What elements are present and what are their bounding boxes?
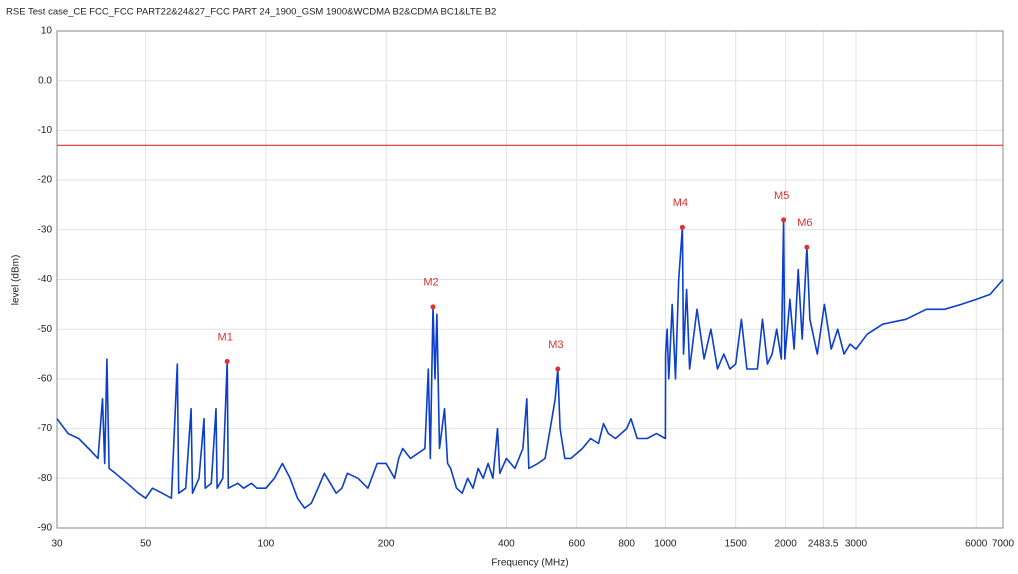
x-tick-label: 200 <box>378 539 395 550</box>
marker-label: M3 <box>548 339 563 351</box>
marker-point <box>679 224 685 230</box>
x-tick-label: 30 <box>51 539 63 550</box>
marker-label: M5 <box>774 190 789 202</box>
x-tick-label: 1500 <box>725 539 748 550</box>
x-tick-label: 100 <box>258 539 275 550</box>
x-tick-label: 7000 <box>992 539 1015 550</box>
y-tick-label: -30 <box>38 224 53 235</box>
marker-label: M6 <box>797 217 812 229</box>
y-tick-label: -40 <box>38 274 53 285</box>
x-tick-label: 2000 <box>775 539 798 550</box>
spectrum-trace <box>56 219 1004 509</box>
x-tick-label: 6000 <box>965 539 988 550</box>
marker-point <box>804 244 810 250</box>
marker-point <box>224 359 230 365</box>
x-axis-label: Frequency (MHz) <box>491 558 568 569</box>
y-tick-label: -50 <box>38 324 53 335</box>
y-tick-label: -20 <box>38 175 53 186</box>
marker-label: M1 <box>218 331 233 343</box>
x-tick-label: 3000 <box>845 539 868 550</box>
x-tick-label: 600 <box>568 539 585 550</box>
marker-label: M4 <box>673 197 688 209</box>
marker-point <box>781 217 787 223</box>
marker-point <box>430 304 436 310</box>
y-tick-label: -80 <box>38 473 53 484</box>
x-tick-label: 1000 <box>654 539 677 550</box>
y-tick-label: -10 <box>38 125 53 136</box>
y-tick-label: -60 <box>38 374 53 385</box>
y-axis-label: level (dBm) <box>11 255 22 306</box>
x-tick-label: 2483.5 <box>808 539 839 550</box>
y-tick-label: -90 <box>38 523 53 534</box>
marker-point <box>555 366 561 372</box>
y-tick-label: 10 <box>41 26 53 37</box>
chart-title: RSE Test case_CE FCC_FCC PART22&24&27_FC… <box>6 7 496 18</box>
y-tick-label: -70 <box>38 423 53 434</box>
x-tick-label: 800 <box>618 539 635 550</box>
y-tick-label: 0.0 <box>38 75 52 86</box>
x-tick-label: 400 <box>498 539 515 550</box>
marker-label: M2 <box>423 277 438 289</box>
x-tick-label: 50 <box>140 539 152 550</box>
